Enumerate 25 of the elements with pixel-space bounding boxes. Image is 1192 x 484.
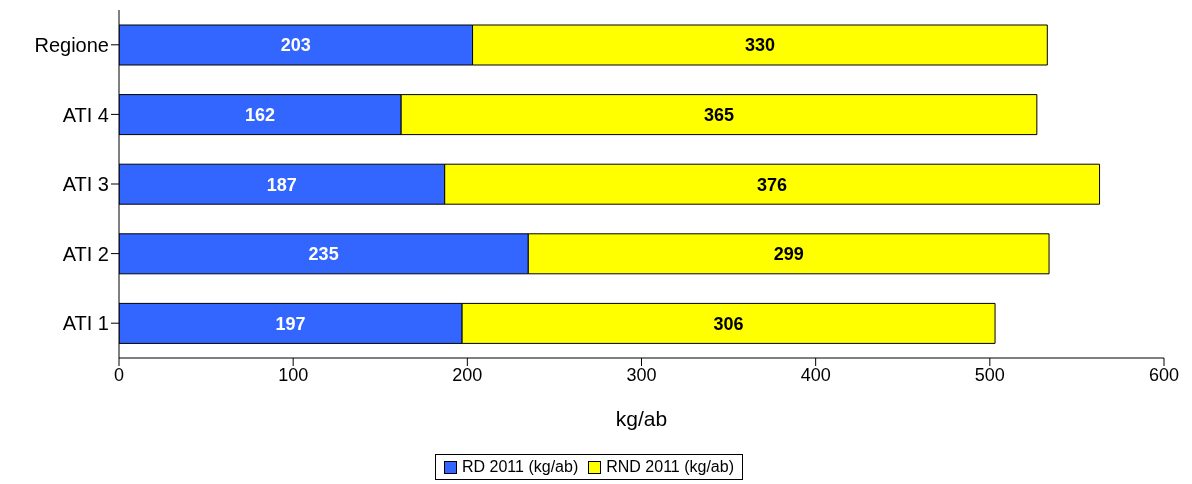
x-tick-label: 100 xyxy=(278,364,309,385)
legend-label: RND 2011 (kg/ab) xyxy=(606,458,734,476)
data-label: 376 xyxy=(757,174,788,195)
data-label: 235 xyxy=(308,244,339,265)
data-label: 365 xyxy=(703,104,735,125)
x-tick-label: 200 xyxy=(452,364,483,385)
y-tick-label: ATI 2 xyxy=(62,242,109,265)
y-tick-label: ATI 3 xyxy=(62,173,109,196)
data-label: 299 xyxy=(773,244,804,265)
x-tick-label: 600 xyxy=(1148,364,1180,385)
data-label: 203 xyxy=(280,35,311,56)
x-axis-title: kg/ab xyxy=(615,407,668,430)
data-label: 330 xyxy=(744,35,775,56)
data-label: 197 xyxy=(275,313,306,334)
data-label: 162 xyxy=(245,104,276,125)
x-tick-label: 400 xyxy=(800,364,831,385)
data-label: 306 xyxy=(713,313,744,334)
data-label: 187 xyxy=(266,174,297,195)
y-tick-label: ATI 4 xyxy=(62,103,109,126)
legend-label: RD 2011 (kg/ab) xyxy=(462,458,579,476)
y-tick-label: Regione xyxy=(34,33,109,56)
x-tick-label: 0 xyxy=(113,364,125,385)
x-tick-label: 500 xyxy=(974,364,1005,385)
x-tick-label: 300 xyxy=(626,364,657,385)
y-tick-label: ATI 1 xyxy=(62,312,109,335)
